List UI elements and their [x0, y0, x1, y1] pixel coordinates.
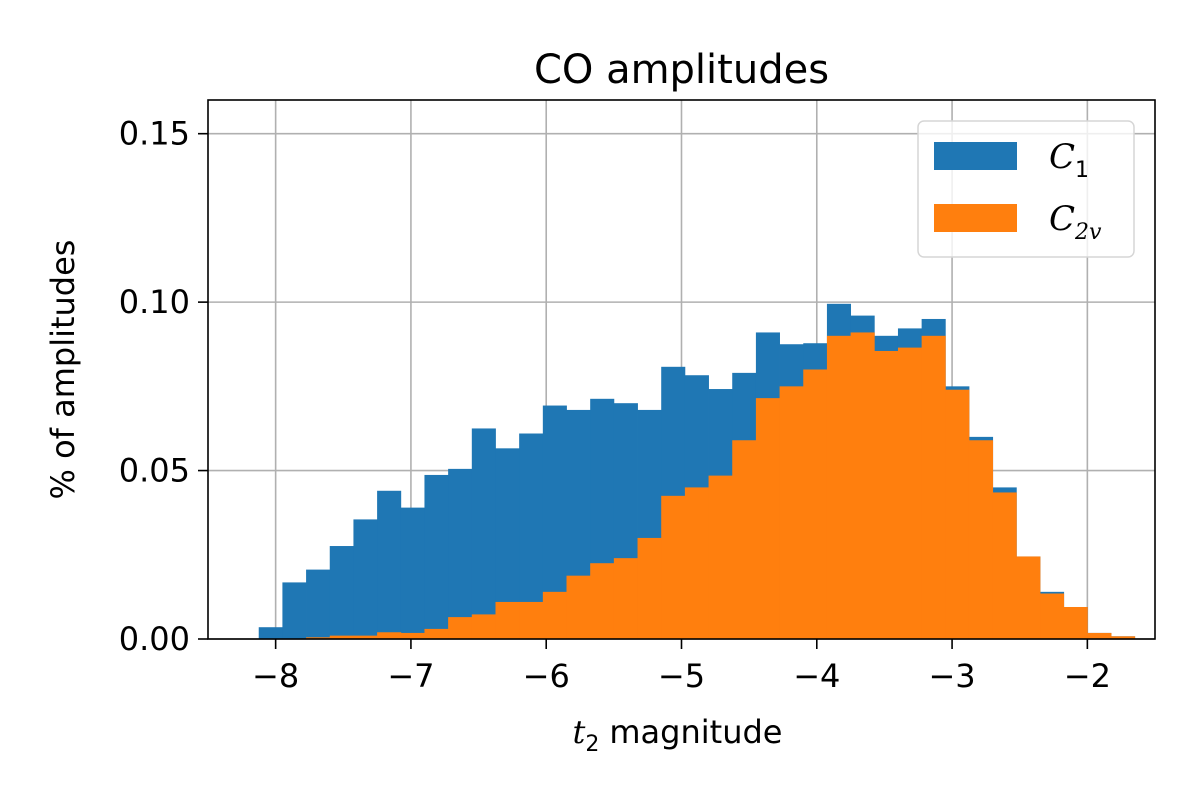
- histogram-bar: [874, 350, 899, 639]
- histogram-bar: [826, 335, 852, 639]
- legend-label-c2v: C2v: [1049, 199, 1102, 245]
- legend-box: [917, 120, 1135, 258]
- y-tick-label: 0.10: [119, 283, 190, 321]
- histogram-bar: [590, 563, 615, 639]
- histogram-bar: [921, 335, 946, 639]
- axis-ticks: −8 −7 −6 −5 −4 −3 −2 0.00 0.05 0.10 0.15: [119, 115, 1111, 695]
- histogram-bar: [306, 637, 331, 639]
- x-axis-label: t2 magnitude: [573, 713, 783, 757]
- chart-title: CO amplitudes: [534, 47, 829, 93]
- legend-label-c2v-name: C: [1049, 199, 1075, 239]
- histogram-bar: [377, 632, 402, 639]
- histogram-bar: [1063, 606, 1088, 639]
- histogram-bar: [353, 519, 378, 639]
- y-tick-label: 0.05: [119, 452, 190, 490]
- histogram-bar: [1016, 556, 1041, 639]
- x-tick-label: −8: [252, 657, 299, 695]
- histogram-bar: [424, 474, 449, 639]
- legend-label-c1-name: C: [1049, 137, 1075, 177]
- x-axis-label-symbol: t: [573, 713, 586, 751]
- histogram-bar: [448, 617, 473, 639]
- legend-swatch-c2v: [934, 204, 1017, 232]
- histogram-bars: [258, 303, 1136, 639]
- histogram-bar: [755, 398, 780, 639]
- histogram-bar: [637, 537, 662, 639]
- histogram-bar: [661, 495, 686, 639]
- histogram-bar: [1111, 636, 1136, 639]
- histogram-bar: [448, 468, 473, 639]
- x-tick-label: −5: [658, 657, 705, 695]
- histogram-bar: [329, 546, 354, 639]
- histogram-bar: [897, 347, 923, 639]
- histogram-bar: [542, 591, 567, 639]
- x-axis-label-subscript: 2: [585, 732, 599, 757]
- histogram-bar: [329, 635, 354, 639]
- x-tick-label: −4: [793, 657, 840, 695]
- histogram-bar: [1040, 593, 1065, 639]
- histogram-bar: [424, 628, 449, 639]
- legend: C1 C2v: [917, 120, 1135, 258]
- histogram-bar: [803, 369, 828, 639]
- legend-swatch-c1: [934, 142, 1017, 170]
- legend-label-c1-subscript: 1: [1075, 158, 1089, 183]
- y-tick-label: 0.15: [119, 115, 190, 153]
- histogram-bar: [471, 614, 496, 639]
- y-tick-label: 0.00: [119, 620, 190, 658]
- histogram-bar: [779, 386, 804, 639]
- x-tick-label: −6: [523, 657, 570, 695]
- x-tick-label: −7: [387, 657, 434, 695]
- histogram-bar: [850, 332, 875, 639]
- histogram-bar: [306, 569, 331, 639]
- histogram-bar: [282, 582, 307, 639]
- x-tick-label: −2: [1064, 657, 1111, 695]
- legend-label-c1: C1: [1049, 137, 1089, 183]
- histogram-bar: [258, 627, 283, 639]
- histogram-bar: [566, 575, 591, 639]
- histogram-bar: [519, 601, 544, 639]
- legend-label-c2v-subscript: 2v: [1074, 220, 1102, 245]
- histogram-bar: [732, 440, 757, 639]
- x-tick-label: −3: [928, 657, 975, 695]
- histogram-bar: [471, 428, 496, 639]
- histogram-bar: [992, 492, 1017, 639]
- histogram-bar: [377, 490, 402, 639]
- y-axis-label: % of amplitudes: [44, 240, 82, 500]
- histogram-bar: [613, 558, 638, 639]
- histogram-bar: [353, 635, 378, 639]
- histogram-bar: [400, 507, 425, 639]
- histogram-bar: [495, 601, 520, 639]
- histogram-bar: [1087, 632, 1112, 639]
- histogram-bar: [945, 389, 970, 639]
- histogram-bar: [968, 440, 994, 639]
- histogram-bar: [708, 475, 733, 639]
- histogram-bar: [684, 487, 709, 639]
- x-axis-label-text: magnitude: [609, 713, 782, 751]
- histogram-bar: [400, 632, 425, 639]
- series-C2v: [306, 332, 1136, 639]
